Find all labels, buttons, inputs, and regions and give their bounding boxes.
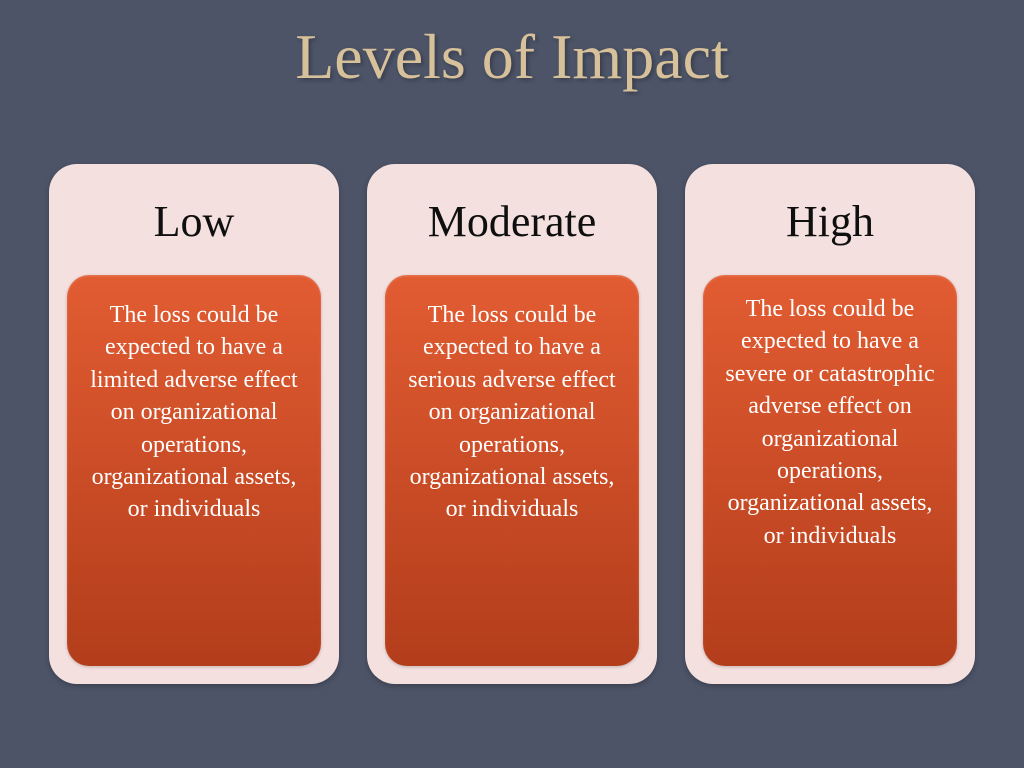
card-low: Low The loss could be expected to have a… bbox=[49, 164, 339, 684]
card-high: High The loss could be expected to have … bbox=[685, 164, 975, 684]
card-title: Moderate bbox=[428, 196, 597, 247]
card-description: The loss could be expected to have a sev… bbox=[703, 275, 957, 666]
card-description: The loss could be expected to have a lim… bbox=[67, 275, 321, 666]
card-moderate: Moderate The loss could be expected to h… bbox=[367, 164, 657, 684]
card-title: Low bbox=[154, 196, 235, 247]
page-title: Levels of Impact bbox=[295, 20, 729, 94]
card-title: High bbox=[786, 196, 874, 247]
card-row: Low The loss could be expected to have a… bbox=[9, 164, 1015, 684]
card-description: The loss could be expected to have a ser… bbox=[385, 275, 639, 666]
